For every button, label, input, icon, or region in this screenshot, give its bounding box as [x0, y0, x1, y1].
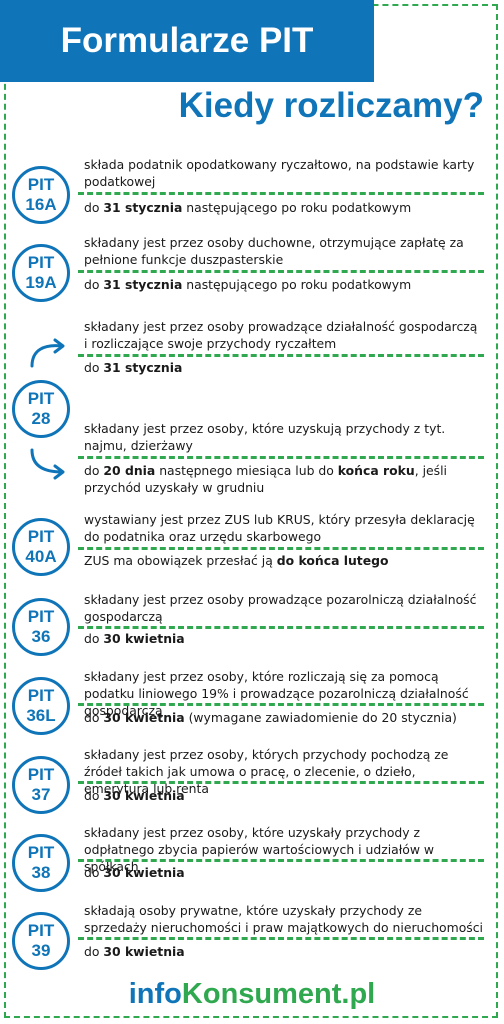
pit-badge-36l: PIT 36L	[12, 677, 70, 735]
item-description: składają osoby prywatne, które uzyskały …	[84, 903, 483, 935]
pit-badge-number: 36	[31, 627, 51, 646]
pit-badge-label: PIT	[27, 765, 55, 784]
pit-badge-28: PIT 28	[12, 380, 70, 438]
pit-badge-number: 36L	[26, 706, 56, 725]
dashed-separator	[78, 626, 484, 629]
dashed-separator	[78, 859, 484, 862]
pit-badge-16a: PIT 16A	[12, 166, 70, 224]
pit-badge-40a: PIT 40A	[12, 518, 70, 576]
item-description: składany jest przez osoby, których przyc…	[84, 747, 449, 796]
pit-badge-number: 39	[31, 941, 51, 960]
pit-badge-label: PIT	[27, 686, 55, 705]
site-logo[interactable]: infoKonsument.pl	[0, 978, 504, 1011]
dashed-separator	[78, 456, 484, 459]
curved-arrow-up-icon	[30, 338, 65, 368]
dashed-separator	[78, 270, 484, 273]
item-deadline: do 30 kwietnia	[84, 865, 185, 880]
pit-badge-36: PIT 36	[12, 598, 70, 656]
item-deadline: do 20 dnia następnego miesiąca lub do ko…	[84, 463, 448, 495]
curved-arrow-down-icon	[30, 448, 65, 480]
pit-badge-label: PIT	[27, 175, 55, 194]
item-description: składany jest przez osoby prowadzące dzi…	[84, 319, 478, 351]
item-deadline: do 30 kwietnia (wymagane zawiadomienie d…	[84, 710, 457, 725]
page-title: Formularze PIT	[0, 0, 374, 82]
dashed-separator	[78, 547, 484, 550]
pit-badge-19a: PIT 19A	[12, 244, 70, 302]
item-description: składany jest przez osoby, które uzyskuj…	[84, 421, 446, 453]
dashed-separator	[78, 703, 484, 706]
pit-badge-number: 19A	[25, 273, 57, 292]
pit-badge-38: PIT 38	[12, 834, 70, 892]
pit-badge-label: PIT	[27, 921, 55, 940]
item-deadline: do 31 stycznia następującego po roku pod…	[84, 277, 412, 292]
item-deadline: ZUS ma obowiązek przesłać ją do końca lu…	[84, 553, 389, 568]
item-description: składany jest przez osoby prowadzące poz…	[84, 592, 477, 624]
item-deadline: do 30 kwietnia	[84, 631, 185, 646]
pit-badge-label: PIT	[27, 527, 55, 546]
pit-badge-label: PIT	[27, 253, 55, 272]
item-deadline: do 31 stycznia następującego po roku pod…	[84, 200, 412, 215]
pit-badge-number: 28	[31, 409, 51, 428]
logo-part-konsument: Konsument.pl	[181, 978, 376, 1010]
pit-badge-label: PIT	[27, 389, 55, 408]
pit-badge-label: PIT	[27, 843, 55, 862]
pit-badge-39: PIT 39	[12, 912, 70, 970]
item-description: składa podatnik opodatkowany ryczałtowo,…	[84, 157, 475, 189]
item-description: składany jest przez osoby duchowne, otrz…	[84, 235, 464, 267]
logo-part-info: info	[128, 978, 182, 1010]
dashed-separator	[78, 354, 484, 357]
pit-badge-number: 40A	[25, 547, 57, 566]
dashed-separator	[78, 192, 484, 195]
dashed-separator	[78, 781, 484, 784]
item-deadline: do 30 kwietnia	[84, 788, 185, 803]
item-deadline: do 31 stycznia	[84, 360, 183, 375]
pit-badge-number: 38	[31, 863, 51, 882]
item-description: składany jest przez osoby, które rozlicz…	[84, 669, 469, 718]
pit-badge-37: PIT 37	[12, 756, 70, 814]
page-subtitle: Kiedy rozliczamy?	[178, 86, 484, 125]
item-description: składany jest przez osoby, które uzyskał…	[84, 825, 435, 874]
dashed-separator	[78, 937, 484, 940]
item-description: wystawiany jest przez ZUS lub KRUS, któr…	[84, 512, 475, 544]
item-deadline: do 30 kwietnia	[84, 944, 185, 959]
pit-badge-label: PIT	[27, 607, 55, 626]
pit-badge-number: 37	[31, 785, 51, 804]
page-title-text: Formularze PIT	[60, 21, 314, 60]
pit-badge-number: 16A	[25, 195, 57, 214]
